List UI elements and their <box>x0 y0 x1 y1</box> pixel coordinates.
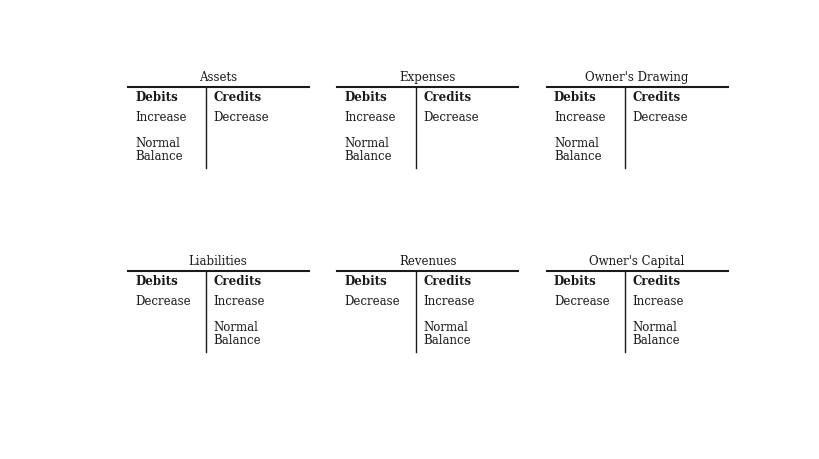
Text: Owner's Capital: Owner's Capital <box>590 255 685 268</box>
Text: Liabilities: Liabilities <box>189 255 247 268</box>
Text: Increase: Increase <box>554 111 605 124</box>
Text: Credits: Credits <box>214 90 262 103</box>
Text: Decrease: Decrease <box>423 111 479 124</box>
Text: Normal: Normal <box>423 320 468 333</box>
Text: Debits: Debits <box>554 90 597 103</box>
Text: Debits: Debits <box>554 274 597 287</box>
Text: Credits: Credits <box>423 274 471 287</box>
Text: Normal: Normal <box>554 136 599 149</box>
Text: Credits: Credits <box>423 90 471 103</box>
Text: Assets: Assets <box>199 71 238 84</box>
Text: Increase: Increase <box>135 111 187 124</box>
Text: Expenses: Expenses <box>400 71 456 84</box>
Text: Decrease: Decrease <box>135 295 191 308</box>
Text: Decrease: Decrease <box>345 295 400 308</box>
Text: Increase: Increase <box>214 295 265 308</box>
Text: Balance: Balance <box>135 150 183 163</box>
Text: Credits: Credits <box>214 274 262 287</box>
Text: Credits: Credits <box>632 274 681 287</box>
Text: Revenues: Revenues <box>399 255 456 268</box>
Text: Debits: Debits <box>345 274 387 287</box>
Text: Normal: Normal <box>214 320 259 333</box>
Text: Normal: Normal <box>345 136 389 149</box>
Text: Decrease: Decrease <box>632 111 688 124</box>
Text: Credits: Credits <box>632 90 681 103</box>
Text: Balance: Balance <box>423 334 471 347</box>
Text: Debits: Debits <box>135 274 178 287</box>
Text: Normal: Normal <box>632 320 677 333</box>
Text: Increase: Increase <box>423 295 475 308</box>
Text: Balance: Balance <box>345 150 392 163</box>
Text: Debits: Debits <box>135 90 178 103</box>
Text: Decrease: Decrease <box>214 111 269 124</box>
Text: Balance: Balance <box>554 150 601 163</box>
Text: Balance: Balance <box>632 334 681 347</box>
Text: Increase: Increase <box>632 295 684 308</box>
Text: Owner's Drawing: Owner's Drawing <box>586 71 689 84</box>
Text: Debits: Debits <box>345 90 387 103</box>
Text: Decrease: Decrease <box>554 295 609 308</box>
Text: Increase: Increase <box>345 111 396 124</box>
Text: Balance: Balance <box>214 334 261 347</box>
Text: Normal: Normal <box>135 136 180 149</box>
